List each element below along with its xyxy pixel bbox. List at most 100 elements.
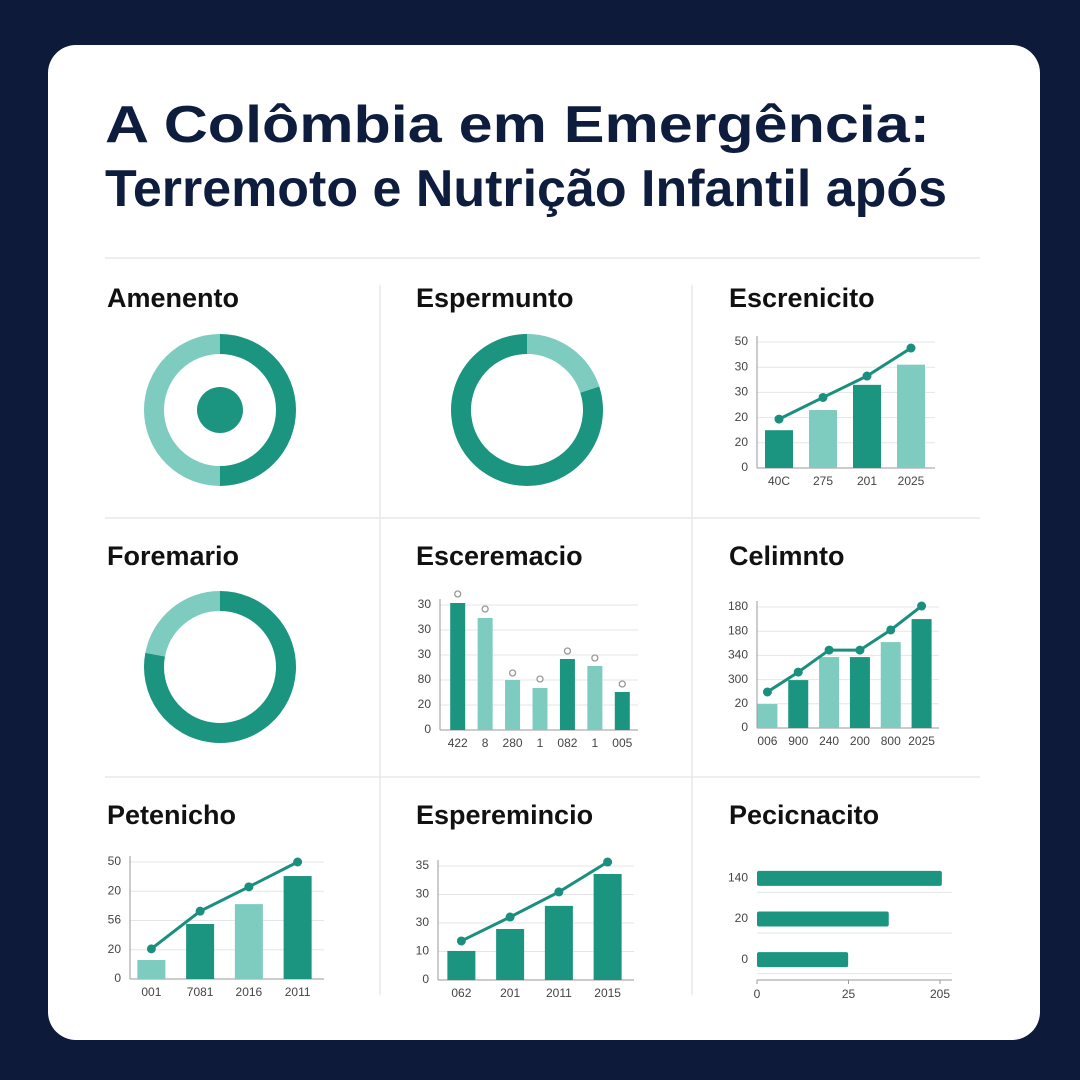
bar bbox=[450, 603, 466, 730]
line-point bbox=[762, 687, 772, 697]
y-tick-label: 30 bbox=[418, 622, 432, 636]
y-tick-label: 20 bbox=[108, 883, 122, 897]
donut-segment bbox=[451, 334, 603, 486]
title-line: Terremoto e Nutrição Infantil após bbox=[105, 160, 947, 218]
donut-segment bbox=[144, 591, 296, 743]
donut-segment bbox=[219, 334, 296, 486]
x-tick-label: 275 bbox=[813, 474, 833, 488]
bar bbox=[496, 928, 525, 980]
bar bbox=[757, 704, 778, 728]
x-tick-label: 2011 bbox=[285, 985, 311, 999]
bar bbox=[593, 873, 622, 980]
bar bbox=[544, 905, 573, 980]
y-tick-label: 0 bbox=[114, 971, 121, 985]
bar bbox=[849, 657, 870, 728]
x-tick-label: 40C bbox=[768, 474, 790, 488]
line-point bbox=[554, 887, 564, 897]
bar bbox=[477, 618, 493, 730]
x-tick-label: 200 bbox=[850, 734, 870, 748]
panel-title: Celimnto bbox=[729, 541, 845, 571]
y-tick-label: 0 bbox=[422, 972, 429, 986]
y-tick-label: 0 bbox=[741, 720, 748, 734]
bar bbox=[532, 688, 548, 730]
x-tick-label: 240 bbox=[819, 734, 839, 748]
line bbox=[766, 604, 923, 694]
line-point bbox=[793, 667, 803, 677]
x-tick-label: 062 bbox=[451, 986, 471, 1000]
card bbox=[48, 45, 1040, 1040]
y-tick-label: 20 bbox=[735, 696, 749, 710]
y-tick-label: 30 bbox=[416, 915, 430, 929]
bar bbox=[234, 904, 263, 979]
line-point bbox=[824, 645, 834, 655]
x-tick-label: 2025 bbox=[898, 474, 925, 488]
x-tick-label: 1 bbox=[592, 736, 599, 750]
x-tick-label: 7081 bbox=[187, 985, 214, 999]
y-tick-label: 20 bbox=[418, 697, 432, 711]
line-point bbox=[862, 371, 872, 381]
donut-segment bbox=[144, 334, 221, 486]
y-tick-label: 0 bbox=[741, 952, 748, 966]
x-tick-label: 205 bbox=[930, 987, 950, 1001]
line-point bbox=[886, 625, 896, 635]
y-tick-label: 35 bbox=[416, 858, 430, 872]
y-tick-label: 180 bbox=[728, 623, 748, 637]
panel-title: Foremario bbox=[107, 541, 239, 571]
line-point bbox=[855, 645, 865, 655]
y-tick-label: 20 bbox=[108, 942, 122, 956]
bar bbox=[559, 659, 575, 730]
y-tick-label: 30 bbox=[735, 385, 749, 399]
bar bbox=[283, 876, 312, 979]
y-tick-label: 20 bbox=[735, 410, 749, 424]
bar bbox=[853, 384, 881, 468]
y-tick-label: 30 bbox=[416, 887, 430, 901]
panel-title: Amenento bbox=[107, 283, 239, 313]
x-tick-label: 201 bbox=[500, 986, 520, 1000]
y-tick-label: 50 bbox=[108, 854, 122, 868]
bar bbox=[447, 950, 476, 980]
panel-title: Esceremacio bbox=[416, 541, 583, 571]
y-tick-label: 0 bbox=[424, 722, 431, 736]
y-tick-label: 10 bbox=[416, 944, 430, 958]
y-tick-label: 30 bbox=[418, 647, 432, 661]
bar bbox=[765, 430, 793, 468]
bar bbox=[911, 619, 932, 728]
x-tick-label: 422 bbox=[448, 736, 468, 750]
panel-title: Escrenicito bbox=[729, 283, 875, 313]
marker bbox=[454, 590, 462, 598]
y-tick-label: 50 bbox=[735, 334, 749, 348]
bar bbox=[614, 692, 630, 730]
x-tick-label: 001 bbox=[141, 985, 161, 999]
y-tick-label: 30 bbox=[735, 359, 749, 373]
bar bbox=[880, 642, 901, 728]
panel-title: Petenicho bbox=[107, 800, 236, 830]
x-tick-label: 0 bbox=[754, 987, 761, 1001]
bar bbox=[757, 952, 849, 968]
bar bbox=[757, 870, 942, 886]
x-tick-label: 201 bbox=[857, 474, 877, 488]
line bbox=[460, 860, 609, 943]
panel-title: Esperemincio bbox=[416, 800, 593, 830]
bar bbox=[897, 364, 925, 468]
bar bbox=[788, 680, 809, 728]
line-point bbox=[774, 414, 784, 424]
line-point bbox=[505, 912, 515, 922]
x-tick-label: 2015 bbox=[594, 986, 621, 1000]
title-line: A Colômbia em Emergência: bbox=[105, 96, 930, 154]
line bbox=[778, 346, 912, 421]
x-tick-label: 082 bbox=[557, 736, 577, 750]
line-point bbox=[906, 343, 916, 353]
y-tick-label: 30 bbox=[418, 597, 432, 611]
x-tick-label: 1 bbox=[537, 736, 544, 750]
x-tick-label: 8 bbox=[482, 736, 489, 750]
x-tick-label: 2025 bbox=[908, 734, 935, 748]
line bbox=[150, 860, 299, 951]
line-point bbox=[818, 392, 828, 402]
bar bbox=[587, 666, 603, 730]
line-point bbox=[293, 857, 303, 867]
y-tick-label: 180 bbox=[728, 599, 748, 613]
y-tick-label: 0 bbox=[741, 460, 748, 474]
line-point bbox=[146, 944, 156, 954]
x-tick-label: 25 bbox=[842, 987, 856, 1001]
